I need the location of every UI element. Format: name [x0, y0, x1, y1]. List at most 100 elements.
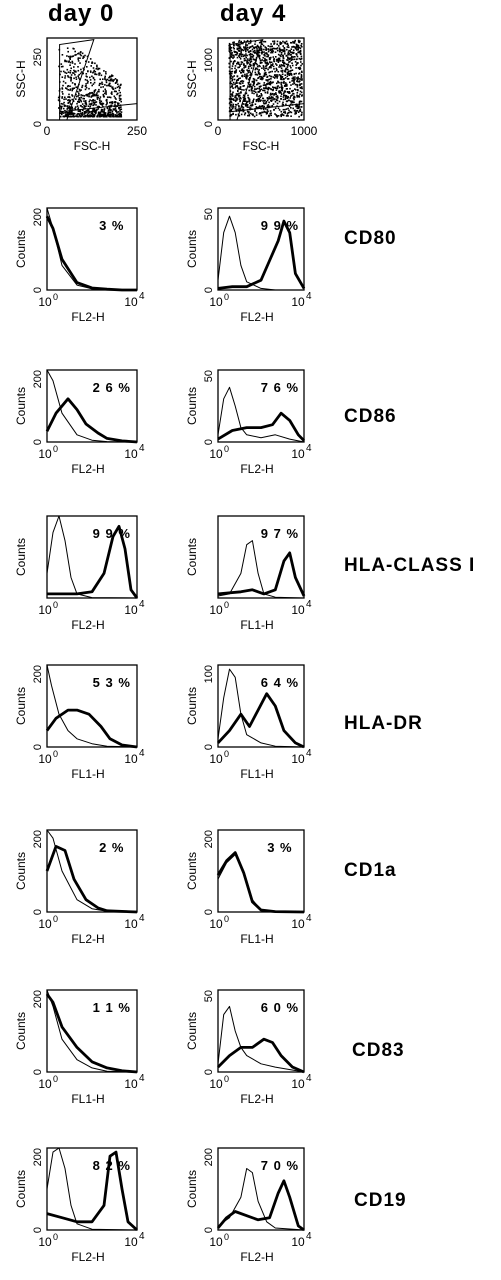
event-dot: [258, 76, 260, 79]
event-dot: [67, 89, 69, 91]
event-dot: [255, 91, 257, 94]
event-dot: [86, 109, 89, 112]
event-dot: [283, 61, 285, 64]
event-dot: [263, 48, 265, 51]
event-dot: [289, 65, 291, 67]
event-dot: [290, 111, 293, 114]
event-dot: [239, 100, 241, 103]
event-dot: [109, 113, 111, 116]
event-dot: [276, 87, 278, 90]
event-dot: [282, 49, 285, 51]
event-dot: [271, 92, 274, 95]
event-dot: [265, 73, 268, 76]
event-dot: [116, 114, 119, 116]
event-dot: [241, 68, 244, 70]
event-dot: [79, 115, 82, 118]
tick-label: 10: [38, 295, 52, 309]
event-dot: [118, 106, 120, 109]
event-dot: [284, 62, 286, 65]
y-axis-label: Counts: [185, 387, 199, 425]
event-dot: [284, 42, 287, 45]
event-dot: [234, 95, 237, 97]
event-dot: [61, 91, 64, 93]
event-dot: [287, 56, 289, 59]
tick-label: 10: [209, 752, 223, 766]
event-dot: [280, 51, 283, 54]
event-dot: [74, 106, 77, 108]
event-dot: [300, 83, 303, 85]
event-dot: [63, 104, 66, 106]
percent-positive-label: 7 0 %: [261, 1158, 299, 1173]
event-dot: [103, 111, 105, 114]
event-dot: [231, 106, 233, 108]
event-dot: [259, 99, 261, 102]
event-dot: [293, 77, 295, 80]
event-dot: [293, 101, 295, 104]
row-label-hla-dr: HLA-DR: [344, 713, 423, 734]
tick-label: 4: [306, 443, 312, 454]
event-dot: [291, 94, 293, 96]
event-dot: [265, 87, 267, 90]
event-dot: [69, 85, 71, 87]
event-dot: [230, 60, 232, 63]
event-dot: [244, 49, 247, 51]
event-dot: [263, 54, 265, 56]
event-dot: [285, 67, 287, 70]
event-dot: [269, 71, 272, 73]
event-dot: [243, 59, 246, 62]
event-dot: [273, 58, 275, 61]
event-dot: [250, 89, 253, 91]
event-dot: [116, 112, 118, 114]
event-dot: [69, 96, 71, 99]
tick-label: 200: [32, 830, 44, 848]
event-dot: [268, 78, 271, 81]
event-dot: [71, 108, 74, 110]
event-dot: [269, 92, 272, 95]
event-dot: [71, 72, 74, 74]
event-dot: [117, 103, 119, 106]
event-dot: [229, 73, 232, 76]
event-dot: [248, 114, 251, 116]
event-dot: [291, 46, 293, 48]
event-dot: [71, 106, 73, 109]
event-dot: [240, 113, 243, 116]
event-dot: [89, 114, 91, 116]
thick-histogram-line: [47, 524, 139, 599]
event-dot: [246, 39, 249, 42]
event-dot: [294, 39, 296, 42]
event-dot: [268, 101, 270, 104]
event-dot: [292, 46, 295, 48]
event-dot: [264, 40, 267, 43]
thin-histogram-line: [217, 540, 305, 599]
event-dot: [236, 79, 238, 82]
event-dot: [242, 103, 245, 105]
event-dot: [112, 88, 115, 90]
event-dot: [108, 111, 110, 114]
event-dot: [102, 113, 105, 116]
event-dot: [281, 85, 283, 87]
event-dot: [283, 91, 286, 93]
event-dot: [71, 110, 73, 112]
event-dot: [252, 84, 254, 87]
event-dot: [87, 108, 89, 111]
event-dot: [82, 57, 84, 59]
event-dot: [120, 114, 122, 117]
event-dot: [266, 109, 269, 111]
event-dot: [233, 51, 236, 53]
event-dot: [242, 106, 245, 109]
event-dot: [248, 89, 250, 92]
event-dot: [266, 79, 268, 82]
event-dot: [252, 64, 254, 67]
event-dot: [253, 82, 255, 85]
event-dot: [280, 55, 282, 58]
event-dot: [97, 96, 99, 99]
column-header-day-4: day 4: [220, 0, 287, 27]
event-dot: [231, 98, 233, 101]
event-dot: [264, 91, 267, 94]
row-label-cd19: CD19: [354, 1190, 407, 1211]
event-dot: [117, 115, 119, 118]
event-dot: [60, 65, 63, 68]
